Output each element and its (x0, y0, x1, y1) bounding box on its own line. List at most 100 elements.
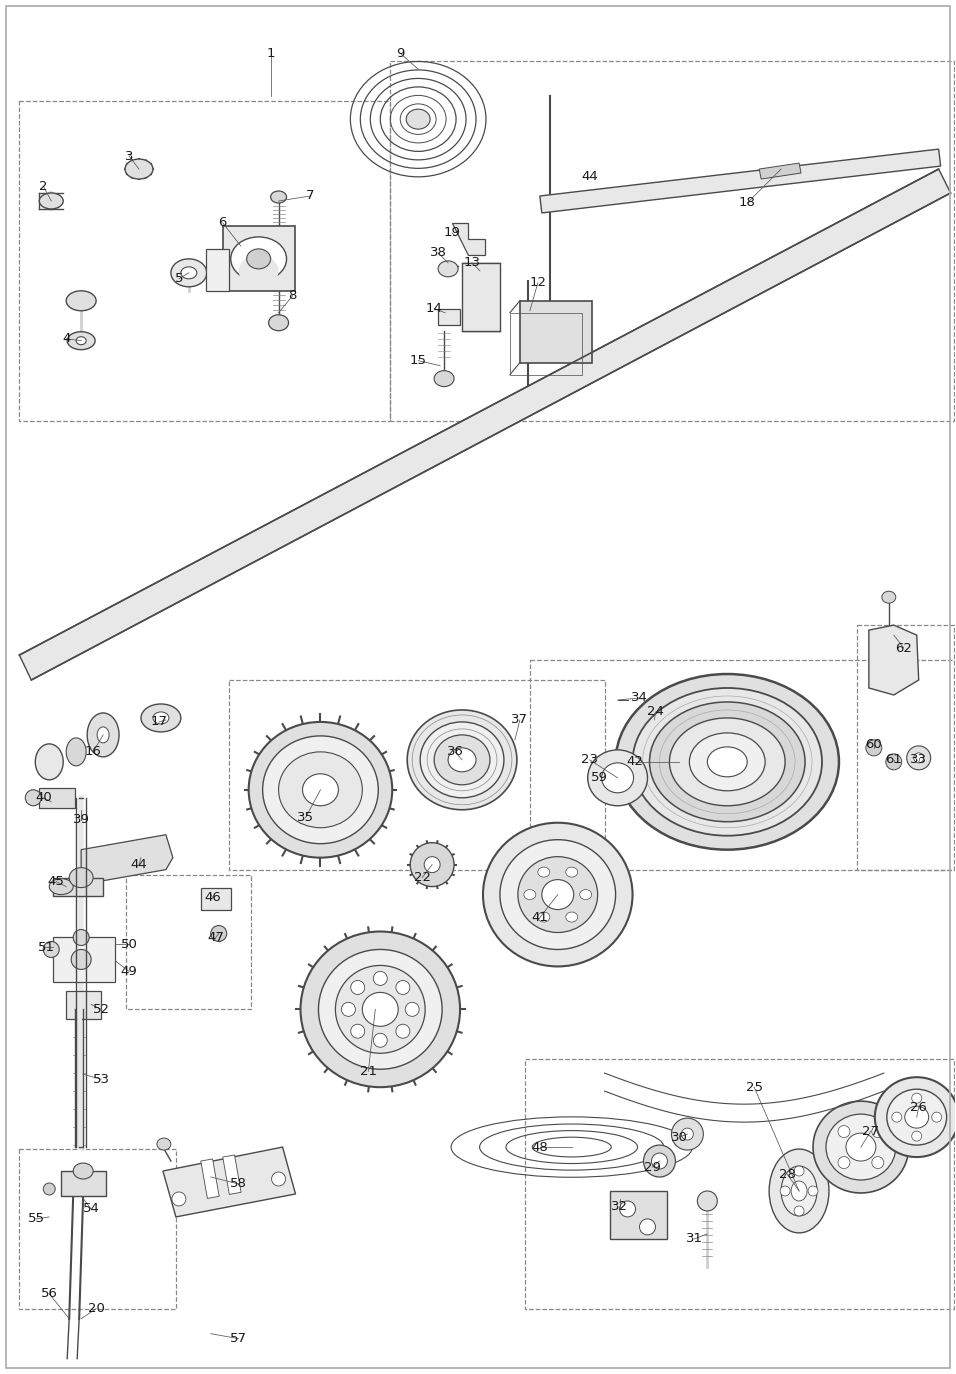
Ellipse shape (770, 1149, 829, 1232)
Bar (201, 1158, 219, 1198)
Text: 54: 54 (82, 1202, 99, 1216)
Ellipse shape (794, 1206, 804, 1216)
Ellipse shape (707, 747, 748, 776)
Text: 1: 1 (267, 47, 275, 60)
Text: 28: 28 (778, 1168, 795, 1180)
Text: 6: 6 (219, 217, 227, 229)
Text: 17: 17 (150, 716, 167, 728)
Ellipse shape (616, 675, 839, 849)
Ellipse shape (872, 1157, 883, 1168)
Text: 46: 46 (205, 892, 221, 904)
Ellipse shape (125, 159, 153, 179)
Ellipse shape (351, 981, 364, 995)
Ellipse shape (278, 752, 362, 827)
Ellipse shape (302, 774, 338, 805)
Ellipse shape (434, 371, 454, 386)
Text: 61: 61 (885, 753, 902, 767)
Ellipse shape (76, 337, 86, 345)
Ellipse shape (71, 949, 91, 970)
Ellipse shape (886, 754, 902, 769)
Text: 51: 51 (37, 941, 54, 954)
Ellipse shape (74, 1162, 93, 1179)
Ellipse shape (633, 688, 822, 835)
Bar (126, 875, 250, 1010)
Ellipse shape (396, 1024, 410, 1039)
Ellipse shape (35, 743, 63, 780)
Ellipse shape (887, 1090, 946, 1145)
Text: 62: 62 (896, 642, 912, 654)
Ellipse shape (249, 721, 392, 857)
Text: 59: 59 (591, 771, 608, 785)
Ellipse shape (406, 109, 430, 129)
Ellipse shape (336, 966, 425, 1054)
Ellipse shape (669, 719, 785, 805)
Ellipse shape (230, 236, 287, 280)
Polygon shape (452, 223, 485, 254)
Polygon shape (869, 625, 919, 695)
Text: 50: 50 (120, 938, 138, 951)
Text: 16: 16 (85, 745, 101, 758)
Text: 39: 39 (73, 813, 90, 826)
Text: 5: 5 (175, 272, 184, 286)
Ellipse shape (239, 254, 278, 287)
Ellipse shape (181, 267, 197, 279)
Text: 25: 25 (746, 1081, 763, 1094)
Text: 4: 4 (62, 333, 71, 345)
Ellipse shape (74, 929, 89, 945)
Ellipse shape (566, 867, 577, 877)
Bar (390, 62, 954, 420)
Text: 19: 19 (444, 227, 461, 239)
Polygon shape (81, 834, 173, 885)
Bar (228, 680, 604, 870)
Ellipse shape (271, 191, 287, 203)
Text: 24: 24 (647, 705, 663, 719)
Ellipse shape (542, 879, 574, 910)
Ellipse shape (269, 315, 289, 331)
Text: 40: 40 (34, 791, 52, 804)
Ellipse shape (813, 1101, 909, 1193)
Ellipse shape (373, 971, 387, 985)
Ellipse shape (483, 823, 633, 966)
Ellipse shape (682, 1128, 693, 1140)
Ellipse shape (838, 1125, 850, 1138)
Text: 27: 27 (862, 1124, 880, 1138)
Polygon shape (540, 150, 941, 213)
Text: 45: 45 (48, 875, 65, 888)
Ellipse shape (39, 192, 63, 209)
Polygon shape (163, 1147, 295, 1217)
Ellipse shape (791, 1182, 807, 1201)
Ellipse shape (689, 732, 765, 791)
Ellipse shape (396, 981, 410, 995)
Ellipse shape (43, 941, 59, 958)
Text: 35: 35 (297, 811, 314, 824)
Ellipse shape (66, 738, 86, 765)
Polygon shape (759, 164, 801, 179)
Text: 48: 48 (532, 1140, 548, 1154)
Text: 41: 41 (532, 911, 548, 925)
Ellipse shape (588, 750, 647, 805)
Text: 23: 23 (581, 753, 598, 767)
Ellipse shape (697, 1191, 717, 1210)
Ellipse shape (141, 703, 181, 732)
Ellipse shape (373, 1033, 387, 1047)
Text: 9: 9 (396, 47, 404, 60)
Ellipse shape (892, 1112, 902, 1123)
Text: 18: 18 (739, 196, 755, 209)
Ellipse shape (524, 889, 535, 900)
Ellipse shape (434, 735, 490, 785)
Ellipse shape (66, 291, 97, 311)
Bar (530, 660, 956, 870)
Ellipse shape (405, 1003, 419, 1017)
Ellipse shape (98, 727, 109, 743)
Bar (438, 309, 460, 324)
Ellipse shape (87, 713, 120, 757)
Ellipse shape (272, 1172, 286, 1186)
Ellipse shape (538, 912, 550, 922)
Ellipse shape (671, 1118, 704, 1150)
Ellipse shape (649, 702, 805, 822)
Text: 44: 44 (581, 169, 598, 183)
Ellipse shape (43, 1183, 55, 1195)
Ellipse shape (247, 249, 271, 269)
Bar (61, 1171, 106, 1195)
Bar (54, 937, 115, 982)
